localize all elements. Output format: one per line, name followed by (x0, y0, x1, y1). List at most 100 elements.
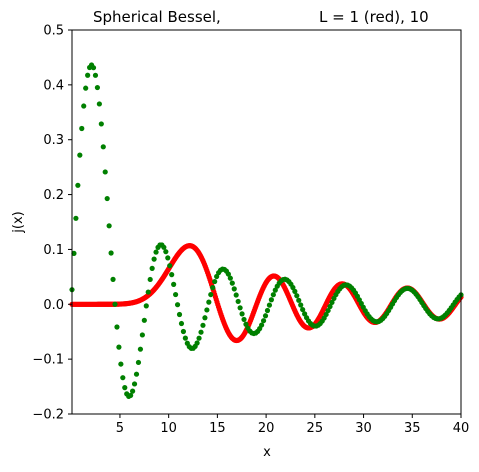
data-point (94, 84, 101, 91)
data-point (112, 301, 118, 307)
data-point (259, 322, 265, 328)
data-point (239, 311, 245, 317)
data-point (325, 307, 331, 314)
data-point (122, 385, 128, 391)
data-point (118, 361, 124, 367)
chart-title-left: Spherical Bessel, (93, 8, 221, 26)
data-point (77, 152, 83, 158)
data-point (208, 291, 214, 298)
data-point (73, 215, 79, 221)
data-point (106, 223, 112, 229)
data-point (302, 311, 308, 317)
data-point (161, 244, 167, 250)
data-point (212, 278, 218, 285)
data-point (298, 302, 304, 308)
data-point (176, 311, 183, 318)
data-point (141, 317, 147, 323)
y-tick-label: 0.2 (43, 188, 64, 203)
data-point (145, 289, 151, 295)
x-tick-label: 10 (160, 421, 177, 436)
data-point (131, 381, 138, 387)
data-point (178, 320, 185, 327)
y-tick-label: −0.1 (32, 353, 64, 368)
data-point (98, 121, 104, 127)
data-point (296, 297, 302, 303)
x-axis-ticks: 5 10 15 20 25 30 35 40 (116, 414, 469, 436)
data-point (294, 293, 300, 299)
data-point (182, 335, 188, 341)
data-point (206, 299, 212, 305)
data-point (260, 318, 267, 324)
data-point (147, 276, 153, 283)
data-point (90, 65, 97, 71)
data-point (133, 371, 140, 377)
data-point (292, 288, 298, 294)
data-point (71, 250, 77, 256)
data-point (149, 265, 155, 271)
y-tick-label: 0.0 (43, 298, 64, 313)
data-point (268, 297, 274, 303)
data-point (173, 291, 179, 298)
data-point (153, 249, 159, 255)
data-point (108, 250, 114, 256)
chart-title-right: L = 1 (red), 10 (319, 8, 429, 26)
data-point (227, 275, 233, 281)
y-axis-label: j(x) (11, 211, 26, 233)
data-point (75, 182, 81, 188)
y-tick-label: 0.5 (43, 24, 64, 39)
data-point (300, 306, 306, 313)
data-point (329, 299, 335, 305)
x-tick-label: 40 (453, 421, 470, 436)
data-point (163, 249, 169, 255)
plot-layer (69, 62, 464, 399)
x-tick-label: 35 (404, 421, 421, 436)
data-point (233, 292, 239, 298)
y-tick-label: 0.3 (43, 133, 64, 148)
data-point (167, 263, 173, 269)
x-tick-label: 5 (116, 421, 124, 436)
data-point (200, 322, 206, 328)
data-point (96, 101, 102, 107)
data-point (79, 125, 85, 132)
data-point (204, 307, 210, 313)
x-tick-label: 20 (258, 421, 275, 436)
data-point (262, 313, 269, 319)
data-point (264, 307, 271, 314)
series-j10 (69, 243, 464, 344)
data-point (137, 346, 144, 352)
data-point (272, 287, 278, 293)
data-point (196, 335, 202, 341)
data-point (151, 256, 157, 262)
data-point (198, 329, 204, 335)
data-point (323, 311, 329, 318)
data-point (202, 315, 208, 321)
x-axis-label: x (263, 445, 271, 460)
x-tick-label: 25 (307, 421, 324, 436)
data-point (165, 255, 171, 261)
series-j1 (69, 62, 464, 399)
data-point (110, 276, 116, 282)
data-point (100, 144, 106, 150)
data-point (114, 324, 120, 330)
data-point (235, 298, 241, 305)
data-point (174, 302, 181, 308)
y-tick-label: 0.4 (43, 78, 64, 93)
data-point (210, 285, 216, 291)
data-point (83, 85, 89, 91)
x-tick-label: 15 (209, 421, 226, 436)
data-point (171, 281, 177, 287)
data-point (116, 344, 122, 350)
y-tick-label: −0.2 (32, 408, 64, 423)
data-point (143, 303, 149, 309)
x-tick-label: 30 (355, 421, 372, 436)
plot-frame (71, 29, 462, 415)
data-point (290, 284, 296, 291)
data-point (102, 169, 108, 175)
data-point (120, 375, 126, 381)
data-point (128, 392, 134, 399)
data-point (225, 271, 231, 277)
y-axis-ticks: −0.2 −0.1 0.0 0.1 0.2 0.3 0.4 0.5 (32, 24, 72, 423)
data-point (92, 72, 99, 78)
data-point (243, 321, 249, 327)
